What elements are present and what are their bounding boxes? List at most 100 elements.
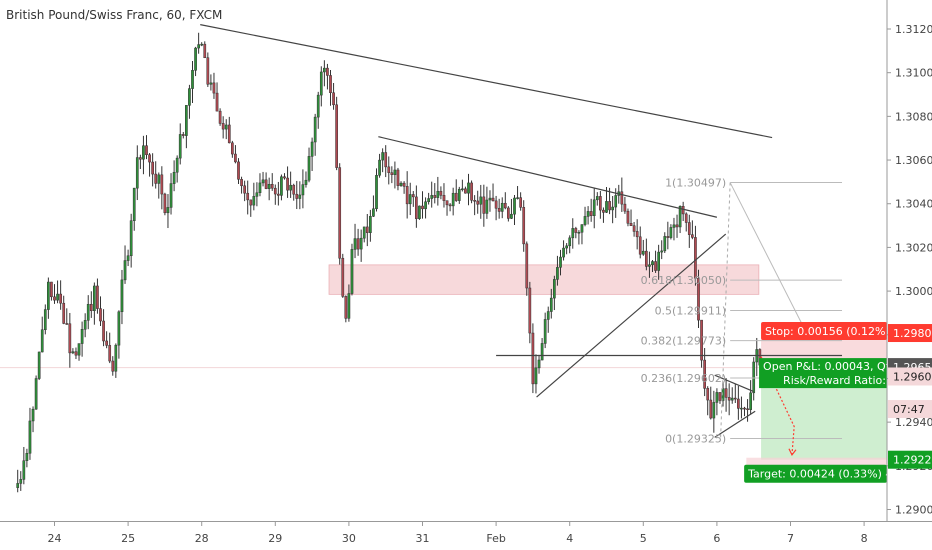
candle-body-216 [678, 206, 682, 228]
candle-body-127 [405, 186, 409, 205]
time-axis[interactable]: 24 25 28 29 30 31 Feb 4 5 6 7 8 [0, 521, 932, 545]
price-tick-label: 1.30000 [895, 285, 932, 298]
candle-body-59 [197, 44, 200, 49]
candle-body-17 [68, 323, 72, 354]
candle-body-210 [660, 250, 664, 253]
candle-body-167 [528, 287, 532, 334]
candle-body-80 [261, 179, 265, 184]
candle-body-109 [350, 249, 354, 294]
candle-body-71 [234, 153, 237, 163]
time-tick-label: 29 [268, 532, 282, 545]
candle-body-70 [231, 142, 234, 155]
trendline-wedge-top [714, 374, 754, 393]
candle-body-158 [500, 202, 504, 212]
candle-body-129 [411, 194, 415, 198]
fib-diagonal [720, 182, 731, 439]
candle-body-215 [675, 224, 679, 228]
time-tick-label: 4 [566, 532, 573, 545]
candle-body-195 [614, 195, 618, 208]
candle-body-69 [227, 124, 231, 144]
price-tag-stop-bg [888, 324, 932, 343]
candle-body-67 [221, 123, 225, 130]
candle-body-46 [157, 174, 161, 184]
candle-body-15 [62, 302, 66, 324]
candle-body-18 [71, 351, 75, 354]
candle-body-141 [448, 204, 452, 207]
candle-body-98 [316, 94, 320, 118]
fib-label-1: 1(1.30497) [665, 177, 726, 190]
price-tag-stop: 1.29808 [888, 324, 932, 343]
candle-body-34 [120, 279, 124, 313]
candle-body-57 [191, 70, 194, 89]
candle-body-116 [372, 208, 375, 217]
price-tag-timer-text: 07:47 [893, 403, 925, 416]
candle-body-86 [280, 176, 283, 196]
candles [16, 32, 762, 493]
candle-body-78 [255, 192, 259, 197]
time-tick-label: Feb [486, 532, 505, 545]
fib-label-0.236: 0.236(1.29602) [641, 372, 727, 385]
candle-body-81 [264, 179, 268, 189]
candle-body-96 [310, 141, 314, 157]
candle-body-90 [292, 184, 296, 195]
candle-body-206 [648, 264, 651, 267]
candle-body-212 [666, 236, 670, 238]
candle-body-182 [574, 228, 578, 233]
time-tick-label: 28 [195, 532, 209, 545]
fib-label-0.382: 0.382(1.29773) [641, 335, 727, 348]
candle-body-21 [80, 329, 84, 344]
price-tag-entry-text: 1.29609 [893, 370, 932, 383]
candle-body-231 [724, 388, 728, 398]
candle-body-121 [387, 166, 391, 173]
candle-body-137 [436, 190, 440, 198]
price-tag-timer-bg [888, 400, 932, 419]
target-label-text: Target: 0.00424 (0.33%) 42.4, Am [747, 468, 932, 481]
price-tick-label: 1.29000 [895, 504, 932, 517]
candle-body-171 [540, 343, 544, 361]
candle-body-83 [270, 184, 274, 189]
candle-body-169 [534, 367, 538, 385]
candle-body-62 [206, 57, 210, 85]
target-label: Target: 0.00424 (0.33%) 42.4, Am [744, 464, 932, 483]
candle-body-133 [424, 201, 427, 210]
candle-body-97 [313, 116, 317, 143]
candle-body-28 [102, 320, 105, 342]
candle-body-146 [464, 188, 467, 194]
price-tick-label: 1.29400 [895, 416, 932, 429]
candle-body-93 [301, 184, 305, 196]
candle-body-185 [583, 216, 587, 225]
candle-body-148 [470, 182, 473, 201]
candle-body-136 [433, 195, 437, 198]
candle-body-142 [451, 192, 455, 207]
candle-body-105 [338, 167, 342, 259]
candle-body-52 [175, 157, 179, 173]
price-axis[interactable]: 1.290001.292001.294001.296001.298001.300… [886, 0, 932, 521]
candle-body-94 [304, 179, 308, 185]
candle-body-19 [74, 351, 78, 356]
time-tick-label: 5 [640, 532, 647, 545]
candle-body-12 [53, 296, 56, 301]
chart-title: British Pound/Swiss Franc, 60, FXCM [6, 8, 222, 22]
candle-body-33 [117, 311, 121, 346]
candle-body-190 [599, 196, 602, 211]
candle-body-170 [537, 359, 541, 369]
time-tick-label: 30 [342, 532, 356, 545]
candle-body-24 [89, 303, 93, 311]
candle-body-176 [556, 267, 559, 280]
candle-body-8 [40, 329, 44, 353]
candle-body-123 [393, 169, 397, 175]
candle-body-218 [684, 213, 688, 223]
candle-body-82 [267, 184, 271, 189]
time-tick-label: 7 [787, 532, 794, 545]
candle-body-2 [22, 460, 26, 480]
candle-body-202 [635, 231, 639, 238]
candle-body-214 [672, 224, 676, 228]
candle-body-36 [126, 255, 130, 261]
candle-body-117 [375, 175, 378, 210]
candle-body-56 [188, 88, 191, 106]
candle-body-198 [623, 203, 627, 212]
candle-body-184 [580, 224, 584, 233]
candle-body-106 [341, 257, 345, 297]
